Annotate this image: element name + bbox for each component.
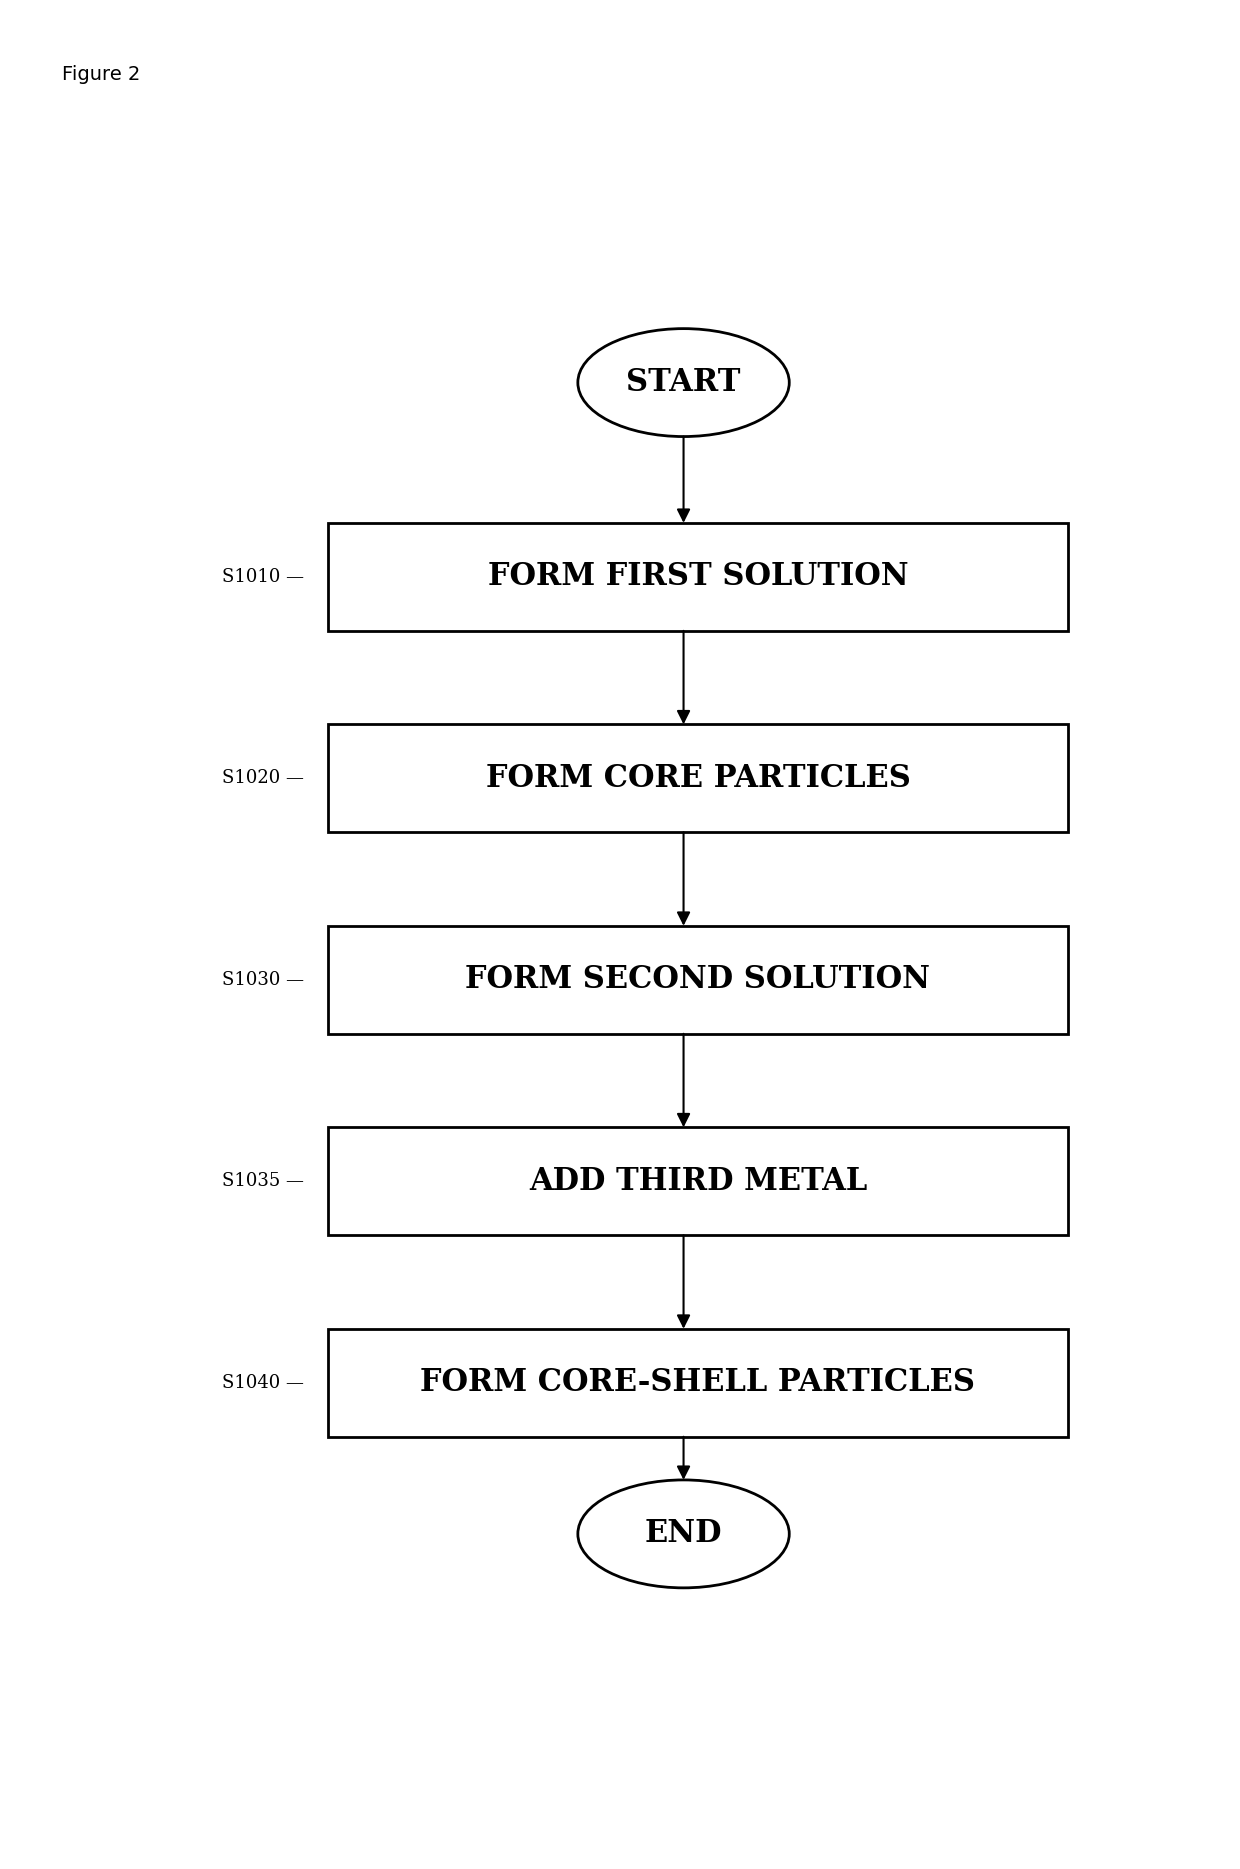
Text: END: END bbox=[645, 1518, 722, 1549]
Text: Figure 2: Figure 2 bbox=[62, 65, 140, 84]
Bar bbox=[327, 523, 1068, 632]
Text: ADD THIRD METAL: ADD THIRD METAL bbox=[528, 1166, 867, 1196]
Text: S1030 —: S1030 — bbox=[222, 970, 304, 989]
Bar bbox=[327, 725, 1068, 832]
Bar bbox=[327, 1127, 1068, 1235]
Text: S1035 —: S1035 — bbox=[222, 1172, 304, 1191]
Bar bbox=[327, 1329, 1068, 1437]
Text: S1040 —: S1040 — bbox=[222, 1374, 304, 1392]
Text: S1010 —: S1010 — bbox=[222, 568, 304, 585]
Text: FORM CORE-SHELL PARTICLES: FORM CORE-SHELL PARTICLES bbox=[420, 1368, 976, 1398]
Ellipse shape bbox=[578, 1480, 790, 1589]
Bar bbox=[327, 925, 1068, 1034]
Text: FORM CORE PARTICLES: FORM CORE PARTICLES bbox=[486, 763, 910, 794]
Text: FORM SECOND SOLUTION: FORM SECOND SOLUTION bbox=[465, 964, 930, 996]
Text: START: START bbox=[626, 366, 740, 398]
Ellipse shape bbox=[578, 329, 790, 437]
Text: S1020 —: S1020 — bbox=[222, 770, 304, 787]
Text: FORM FIRST SOLUTION: FORM FIRST SOLUTION bbox=[487, 561, 908, 592]
